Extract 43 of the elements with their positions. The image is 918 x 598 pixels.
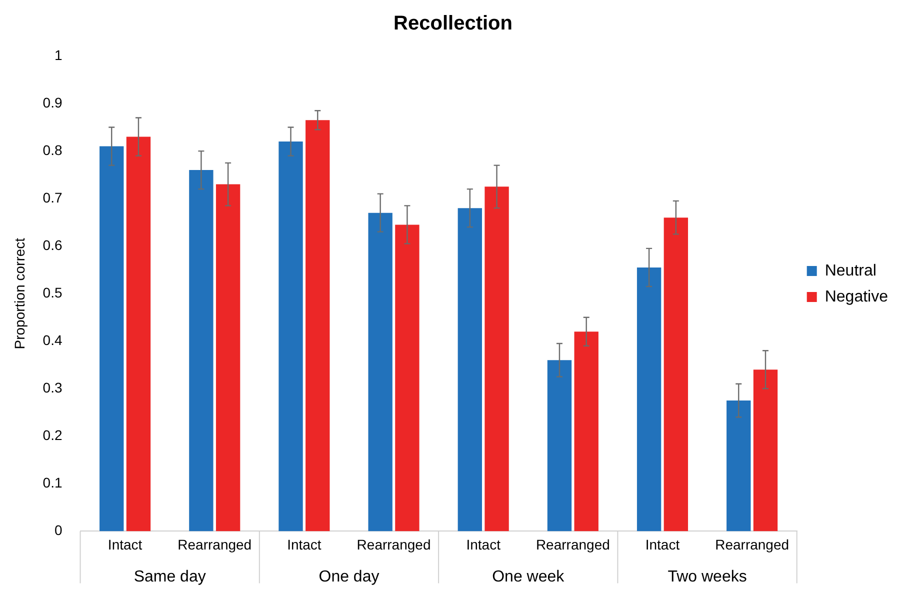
bar [574, 332, 598, 532]
x-tick-label: Intact [645, 536, 680, 552]
x-tick-label: Rearranged [178, 536, 252, 552]
y-tick-label: 0 [54, 522, 62, 538]
legend-label: Negative [824, 288, 888, 306]
y-axis-title: Proportion correct [11, 238, 28, 350]
bar [547, 360, 572, 532]
y-tick-label: 0.9 [42, 94, 62, 110]
text: Two weeks [668, 568, 747, 586]
bar [216, 184, 240, 532]
x-tick-label: Intact [466, 536, 501, 552]
bar [368, 212, 392, 532]
y-tick-label: 0.6 [42, 236, 62, 253]
y-tick-label: 0.2 [42, 427, 62, 444]
y-tick-label: 0.7 [42, 189, 62, 206]
text: Same day [134, 568, 206, 586]
bar [458, 208, 482, 532]
bar [636, 267, 662, 532]
bar [664, 218, 688, 532]
y-tick-label: 0.5 [42, 284, 62, 300]
bar [753, 370, 778, 532]
x-tick-label: Rearranged [536, 536, 610, 552]
bar [395, 224, 420, 532]
y-tick-label: 0.4 [42, 332, 62, 348]
bar [306, 120, 330, 532]
bar [278, 142, 303, 532]
x-tick-label: Rearranged [356, 536, 431, 552]
text: One day [318, 568, 380, 586]
x-tick-label: Rearranged [715, 536, 790, 552]
bar [189, 170, 214, 532]
y-tick-label: 0.3 [42, 380, 62, 396]
x-tick-label: Intact [287, 536, 322, 552]
bar [126, 136, 151, 532]
bar [726, 400, 751, 532]
chart-title: Recollection [394, 12, 512, 35]
legend-label: Neutral [824, 262, 876, 280]
y-tick-label: 0.1 [42, 474, 62, 491]
bar [484, 186, 509, 532]
bar [100, 146, 124, 532]
y-tick-label: 1 [54, 46, 62, 63]
text: One week [492, 568, 566, 586]
y-tick-label: 0.8 [42, 142, 62, 158]
x-tick-label: Intact [108, 536, 142, 552]
